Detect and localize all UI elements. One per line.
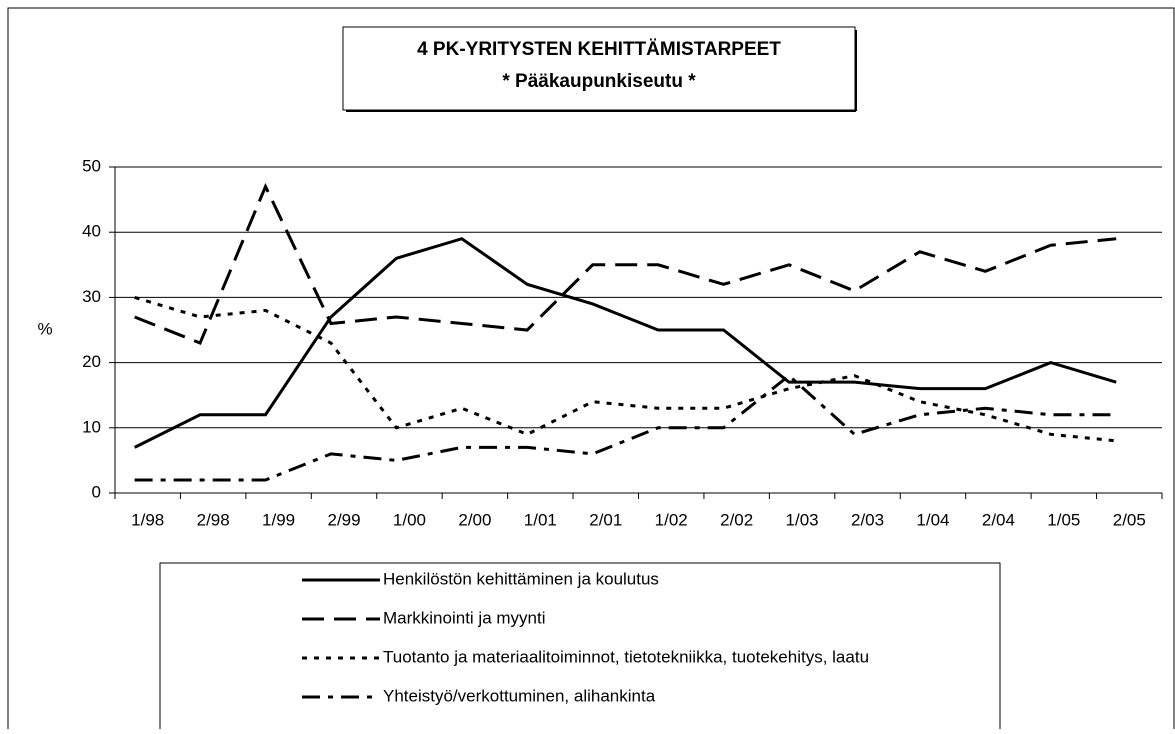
x-tick-label: 1/05 bbox=[1047, 510, 1080, 529]
series-line bbox=[133, 237, 1117, 449]
x-tick-label: 2/05 bbox=[1113, 510, 1146, 529]
legend-label: Markkinointi ja myynti bbox=[383, 608, 546, 627]
series-line bbox=[134, 182, 1117, 345]
y-tick-label: 20 bbox=[82, 352, 101, 371]
legend-label: Henkilöstön kehittäminen ja koulutus bbox=[383, 569, 659, 588]
legend-label: Tuotanto ja materiaalitoiminnot, tietote… bbox=[383, 647, 869, 666]
y-tick-label: 30 bbox=[82, 287, 101, 306]
legend-box bbox=[159, 562, 1001, 734]
y-tick-label: 10 bbox=[82, 417, 101, 436]
x-tick-label: 2/00 bbox=[458, 510, 491, 529]
y-axis-label: % bbox=[37, 319, 52, 338]
y-tick-label: 0 bbox=[92, 482, 101, 501]
x-tick-label: 1/01 bbox=[524, 510, 557, 529]
x-tick-label: 1/02 bbox=[655, 510, 688, 529]
x-tick-label: 1/99 bbox=[262, 510, 295, 529]
x-tick-label: 1/04 bbox=[916, 510, 949, 529]
series-line bbox=[134, 373, 1117, 482]
x-tick-label: 2/04 bbox=[982, 510, 1015, 529]
x-tick-label: 2/01 bbox=[589, 510, 622, 529]
chart-subtitle: * Pääkaupunkiseutu * bbox=[502, 71, 696, 92]
legend-label: Yhteistyö/verkottuminen, alihankinta bbox=[383, 686, 656, 705]
frame bbox=[7, 7, 1175, 734]
x-tick-label: 2/03 bbox=[851, 510, 884, 529]
x-tick-label: 2/02 bbox=[720, 510, 753, 529]
y-tick-label: 40 bbox=[82, 222, 101, 241]
x-tick-label: 1/98 bbox=[131, 510, 164, 529]
x-tick-label: 2/99 bbox=[327, 510, 360, 529]
x-tick-label: 2/98 bbox=[197, 510, 230, 529]
y-tick-label: 50 bbox=[82, 156, 101, 175]
chart-title: 4 PK-YRITYSTEN KEHITTÄMISTARPEET bbox=[417, 39, 781, 60]
x-tick-label: 1/00 bbox=[393, 510, 426, 529]
x-tick-label: 1/03 bbox=[786, 510, 819, 529]
series-line bbox=[134, 295, 1117, 443]
